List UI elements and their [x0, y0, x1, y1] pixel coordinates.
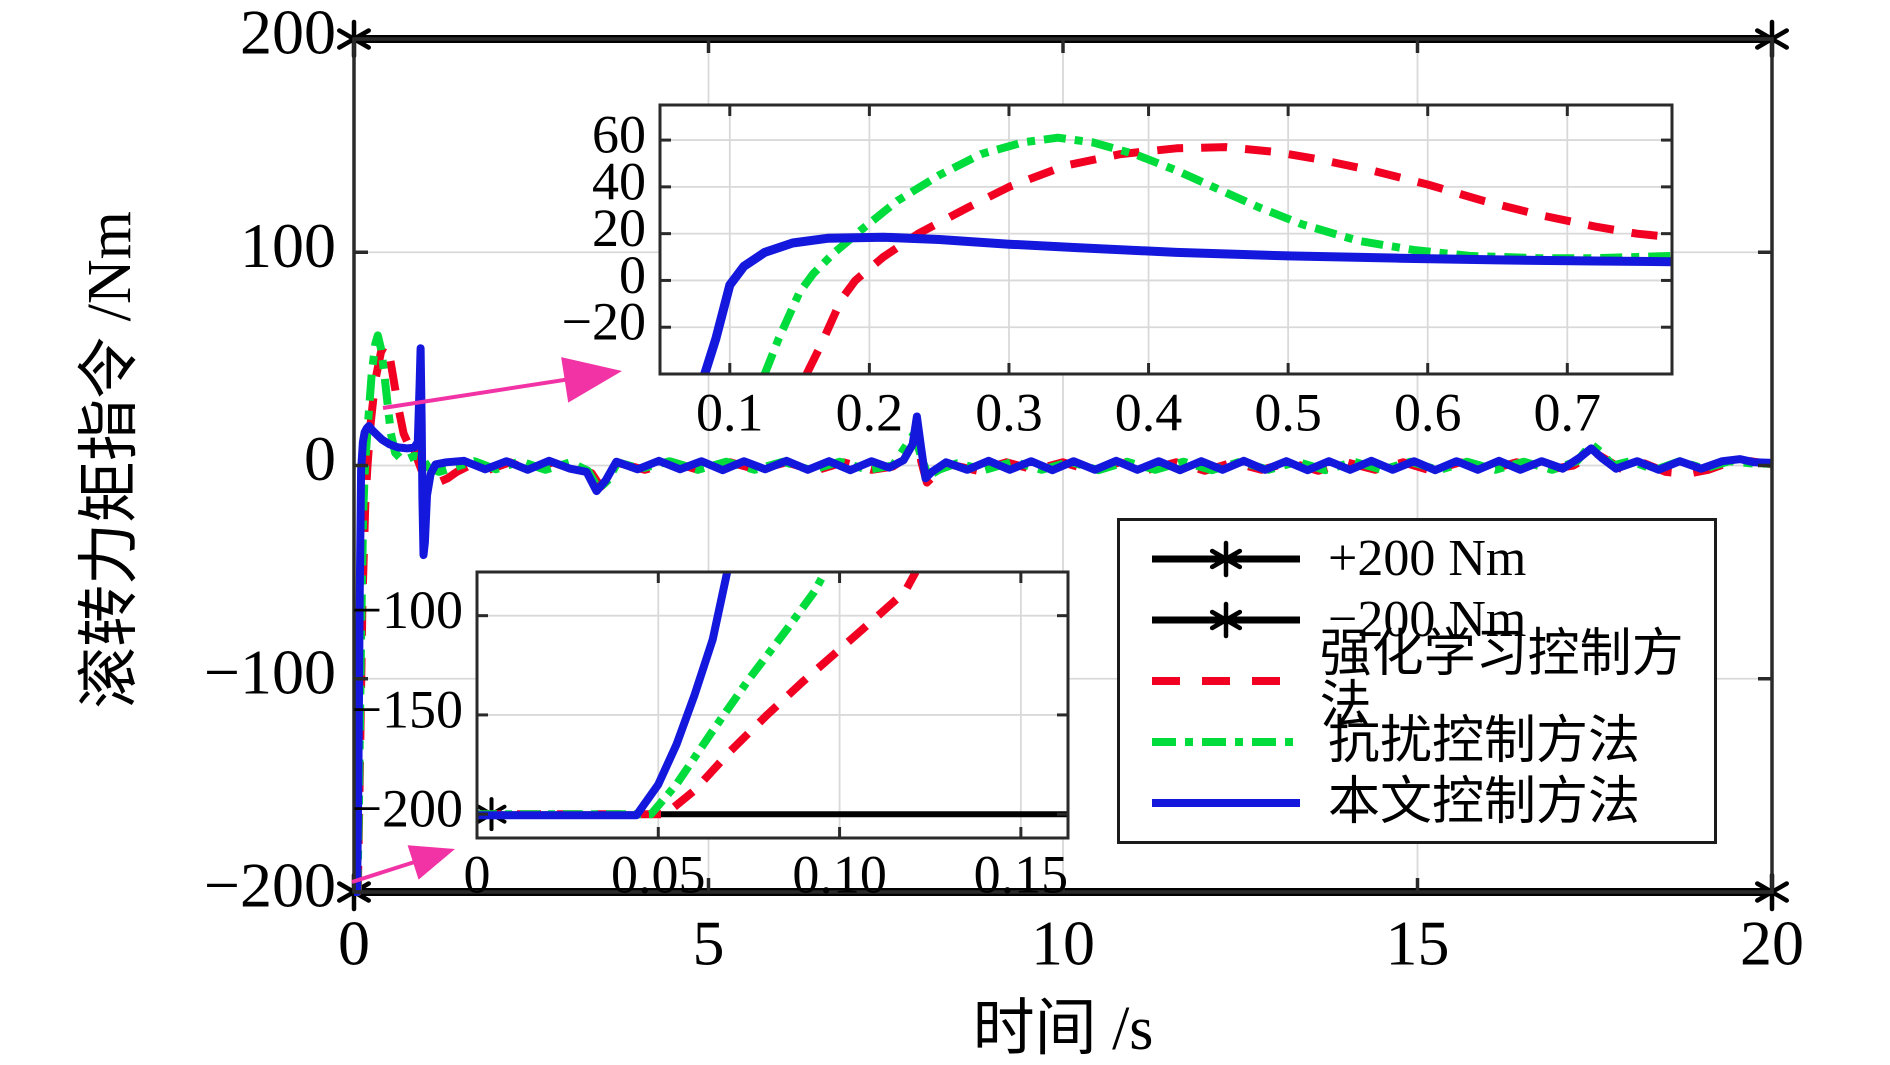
x-tick-label: 0.7 — [1534, 382, 1602, 442]
legend-label: 抗扰控制方法 — [1328, 713, 1641, 770]
legend-item: 抗扰控制方法 — [1146, 713, 1714, 771]
legend-swatch-solid — [1152, 799, 1300, 807]
y-tick-label: −150 — [352, 679, 463, 739]
legend-swatch-dashed — [1152, 677, 1298, 685]
y-tick-label: 200 — [240, 0, 336, 68]
y-tick-label: −100 — [204, 636, 336, 707]
y-tick-label: −200 — [352, 779, 463, 839]
x-tick-label: 0.3 — [975, 382, 1043, 442]
y-tick-label: 40 — [592, 151, 646, 211]
y-tick-label: −20 — [562, 292, 646, 352]
inset-bottom-axes-box — [475, 570, 1070, 840]
y-tick-label: 100 — [240, 210, 336, 281]
y-tick-label: 0 — [304, 423, 336, 494]
asterisk-marker — [1209, 609, 1243, 631]
x-tick-label: 0 — [464, 844, 491, 904]
x-tick-label: 5 — [693, 908, 725, 979]
x-tick-label: 0.10 — [792, 844, 887, 904]
arrow-to-top-inset-shaft — [382, 376, 571, 410]
legend-swatch-bound-line — [1152, 601, 1300, 639]
x-tick-label: 0.1 — [696, 382, 764, 442]
legend-item: +200 Nm — [1146, 530, 1714, 588]
x-tick-label: 0.6 — [1394, 382, 1462, 442]
arrow-to-bottom-inset-head — [407, 845, 455, 880]
x-tick-label: 0.5 — [1254, 382, 1322, 442]
inset-top-axes-box — [658, 103, 1674, 376]
legend-swatch-bound-line — [1152, 540, 1300, 578]
legend-label: 本文控制方法 — [1328, 774, 1641, 831]
legend: +200 Nm −200 Nm 强化学习控制方法 抗扰控制方法 本文控制方法 — [1117, 518, 1717, 844]
rl-control-zoom2-line — [477, 570, 920, 819]
y-tick-label: 0 — [619, 245, 646, 305]
y-axis-label: 滚转力矩指令 /Nm — [76, 211, 144, 709]
legend-item: −200 Nm — [1146, 591, 1714, 649]
x-tick-label: 10 — [1031, 908, 1095, 979]
asterisk-marker — [1209, 548, 1243, 570]
arrow-to-top-inset-head — [561, 357, 622, 403]
x-tick-label: 0 — [338, 908, 370, 979]
annotation-arrows — [351, 357, 622, 884]
x-tick-label: 0.05 — [611, 844, 706, 904]
y-tick-label: 20 — [592, 198, 646, 258]
arrow-to-bottom-inset-shaft — [351, 858, 420, 884]
x-tick-label: 0.15 — [974, 844, 1069, 904]
y-tick-label: 60 — [592, 104, 646, 164]
x-tick-label: 20 — [1740, 908, 1804, 979]
x-axis-label: 时间 /s — [972, 995, 1154, 1063]
legend-item: 强化学习控制方法 — [1146, 629, 1714, 733]
legend-swatch-dashdot — [1152, 738, 1300, 746]
x-tick-label: 0.4 — [1115, 382, 1183, 442]
y-tick-label: −200 — [204, 850, 336, 921]
x-tick-label: 15 — [1386, 908, 1450, 979]
legend-label: 强化学习控制方法 — [1319, 626, 1684, 735]
y-tick-label: −100 — [352, 580, 463, 640]
x-tick-label: 0.2 — [836, 382, 904, 442]
legend-item: 本文控制方法 — [1146, 774, 1714, 832]
proposed-control-zoom-line — [700, 232, 1673, 376]
proposed-control-line — [353, 344, 1773, 896]
rl-control-zoom-line — [803, 143, 1673, 376]
legend-label: +200 Nm — [1328, 530, 1527, 587]
rl-control-line — [353, 339, 1773, 896]
inset-bottom-chart: 0 0.05 0.10 0.15 −100 −150 −200 — [352, 570, 1070, 904]
proposed-control-zoom2-line — [477, 571, 732, 820]
legend-label: −200 Nm — [1328, 591, 1527, 648]
adrc-control-zoom2-line — [477, 570, 829, 819]
